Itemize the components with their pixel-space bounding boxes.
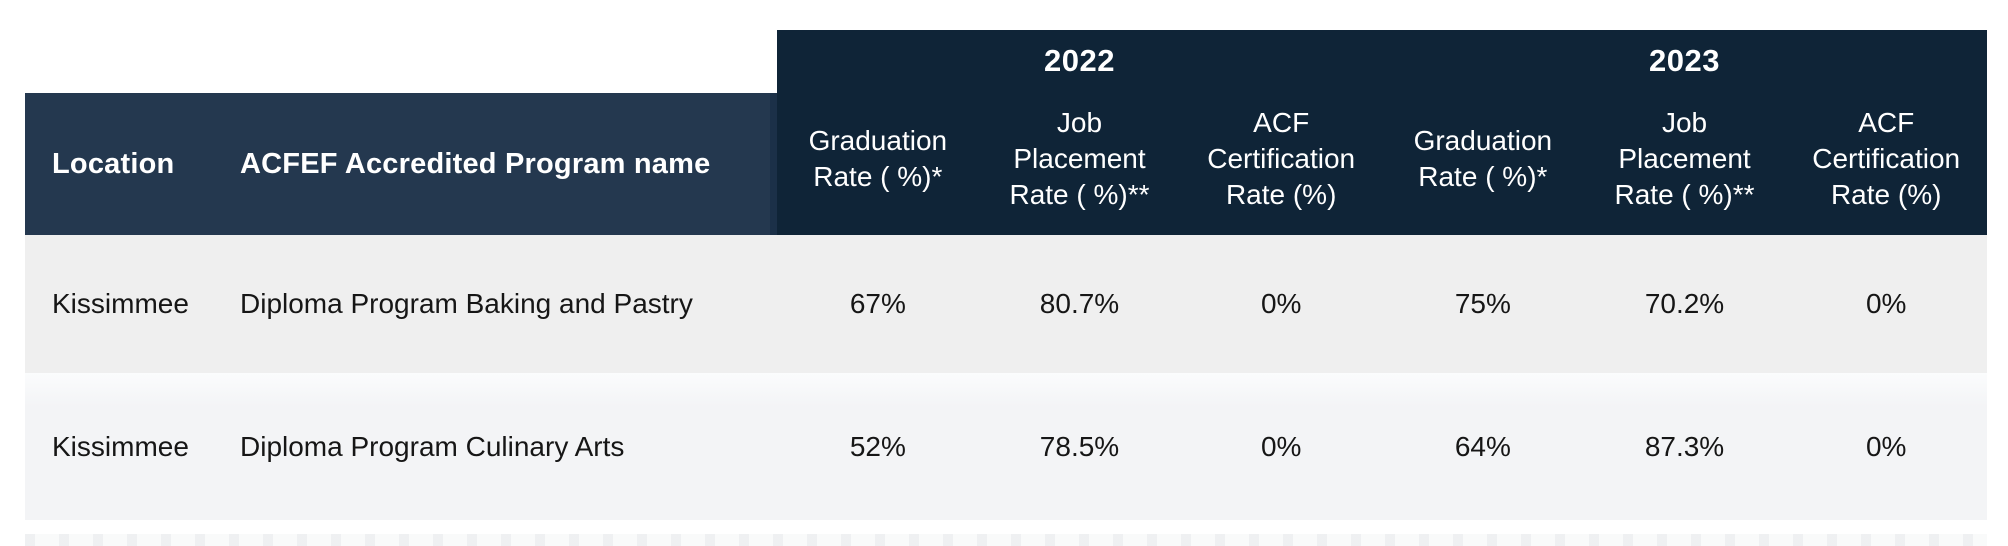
location-cell: Kissimmee (52, 288, 189, 319)
acf-certification-rate-2023-cell: 0% (1865, 288, 1907, 319)
program-cell: Diploma Program Baking and Pastry (240, 288, 693, 319)
column-header-acf-certification-rate-2023: ACF Certification Rate (%) (1812, 106, 1961, 210)
acf-certification-rate-2023-cell: 0% (1865, 430, 1907, 462)
graduation-rate-2022-cell: 52% (849, 430, 906, 462)
column-header-program-name: ACFEF Accredited Program name (240, 147, 711, 180)
table-header-metrics: 2022 2023 Graduation Rate ( %)* Job Plac… (777, 30, 1987, 235)
program-cell: Diploma Program Culinary Arts (240, 430, 625, 462)
year-group-2022: 2022 (1044, 43, 1115, 78)
acf-certification-rate-2022-cell: 0% (1260, 288, 1302, 319)
row-values: 52% 78.5% 0% 64% 87.3% 0% (777, 373, 1987, 520)
table-row-culinary-arts: Kissimmee Diploma Program Culinary Arts … (25, 373, 1987, 520)
column-header-graduation-rate-2022: Graduation Rate ( %)* (808, 124, 948, 192)
year-group-row: 2022 2023 (777, 30, 1987, 92)
year-group-2023: 2023 (1649, 43, 1720, 78)
column-header-job-placement-rate-2023: Job Placement Rate ( %)** (1614, 106, 1755, 210)
graduation-rate-2022-cell: 67% (849, 288, 906, 319)
table-header-left: Location ACFEF Accredited Program name (25, 93, 770, 235)
column-header-graduation-rate-2023: Graduation Rate ( %)* (1413, 124, 1553, 192)
job-placement-rate-2023-cell: 87.3% (1644, 430, 1725, 462)
column-header-acf-certification-rate-2022: ACF Certification Rate (%) (1207, 106, 1356, 210)
row-values: 67% 80.7% 0% 75% 70.2% 0% (777, 235, 1987, 373)
table-row-baking-and-pastry: Kissimmee Diploma Program Baking and Pas… (25, 235, 1987, 373)
column-header-job-placement-rate-2022: Job Placement Rate ( %)** (1009, 106, 1150, 210)
job-placement-rate-2023-cell: 70.2% (1644, 288, 1725, 319)
metric-header-row: Graduation Rate ( %)* Job Placement Rate… (777, 92, 1987, 235)
graduation-rate-2023-cell: 75% (1454, 288, 1511, 319)
location-cell: Kissimmee (52, 430, 189, 462)
job-placement-rate-2022-cell: 78.5% (1039, 430, 1120, 462)
cropped-next-row-hint (25, 534, 1987, 546)
acf-certification-rate-2022-cell: 0% (1260, 430, 1302, 462)
column-header-location: Location (52, 147, 175, 180)
job-placement-rate-2022-cell: 80.7% (1039, 288, 1120, 319)
graduation-rate-2023-cell: 64% (1454, 430, 1511, 462)
